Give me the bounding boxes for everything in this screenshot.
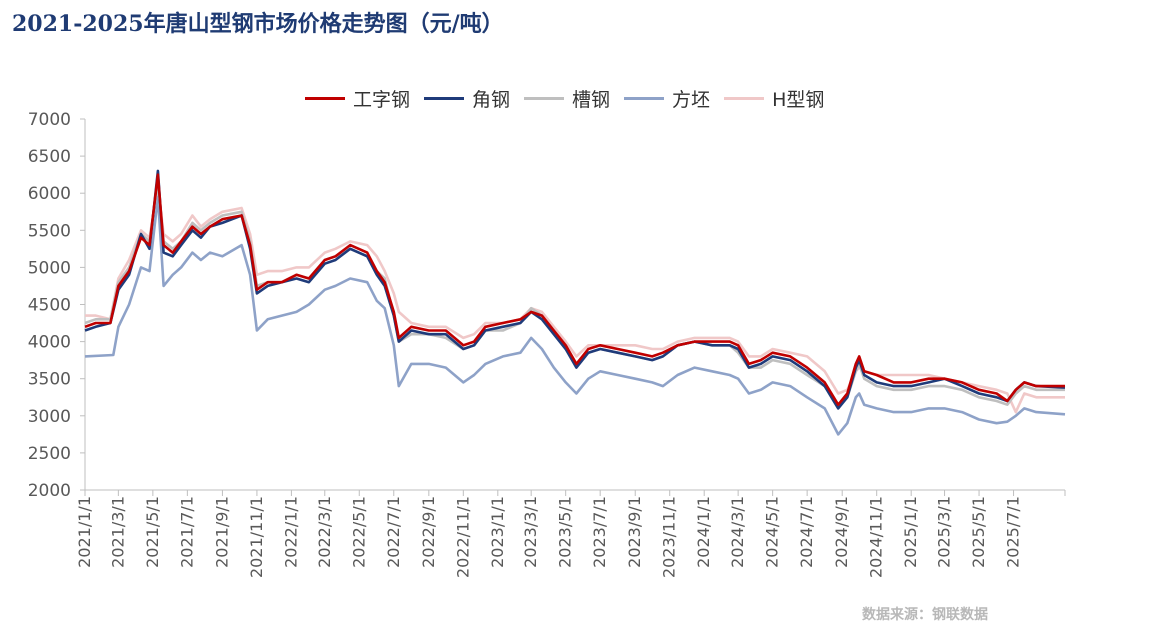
x-tick-label: 2024/9/1 — [832, 496, 851, 568]
x-tick-label: 2025/5/1 — [969, 496, 988, 568]
legend-swatch — [524, 96, 565, 100]
x-tick-label: 2023/5/1 — [556, 496, 575, 568]
y-tick-label: 4500 — [28, 296, 71, 316]
x-tick-label: 2025/7/1 — [1004, 496, 1023, 568]
legend-item-3: 方坯 — [624, 85, 710, 112]
data-source-note: 数据来源：钢联数据 — [862, 607, 988, 623]
x-tick-label: 2022/1/1 — [281, 496, 300, 568]
x-tick-label: 2022/9/1 — [419, 496, 438, 568]
x-tick-label: 2022/5/1 — [349, 496, 368, 568]
x-tick-label: 2022/7/1 — [384, 496, 403, 568]
x-tick-label: 2023/1/1 — [488, 496, 507, 568]
series-line-2 — [84, 180, 1065, 406]
x-tick-label: 2022/3/1 — [315, 496, 334, 568]
y-tick-label: 2000 — [28, 481, 71, 501]
legend-label: 方坯 — [672, 88, 711, 111]
x-tick-label: 2023/3/1 — [521, 496, 540, 568]
legend-swatch — [724, 96, 765, 100]
legend-label: 工字钢 — [353, 88, 411, 111]
series-line-0 — [84, 173, 1065, 406]
y-tick-label: 7000 — [28, 110, 71, 130]
legend-swatch — [305, 96, 345, 100]
x-tick-label: 2023/7/1 — [590, 496, 609, 568]
x-tick-label: 2021/11/1 — [247, 496, 266, 578]
x-tick-label: 2021/7/1 — [177, 496, 196, 568]
x-tick-label: 2024/3/1 — [728, 496, 747, 568]
y-tick-label: 3500 — [28, 370, 71, 390]
legend-label: 槽钢 — [572, 88, 611, 111]
legend-item-2: 槽钢 — [524, 85, 610, 112]
x-tick-label: 2024/7/1 — [797, 496, 816, 568]
x-tick-label: 2024/5/1 — [763, 496, 782, 568]
x-tick-label: 2021/1/1 — [75, 496, 94, 568]
y-tick-label: 5500 — [28, 221, 71, 241]
x-tick-label: 2025/3/1 — [935, 496, 954, 568]
x-tick-label: 2021/9/1 — [212, 496, 231, 568]
legend-item-1: 角钢 — [424, 85, 510, 112]
legend-item-0: 工字钢 — [305, 85, 410, 112]
x-tick-label: 2025/1/1 — [901, 496, 920, 568]
legend-swatch — [424, 96, 465, 100]
x-tick-label: 2022/11/1 — [453, 496, 472, 578]
x-tick-label: 2021/3/1 — [108, 496, 127, 568]
x-tick-label: 2023/11/1 — [660, 496, 679, 578]
legend-label: 角钢 — [472, 88, 511, 111]
chart-title: 2021-2025年唐山型钢市场价格走势图（元/吨） — [12, 11, 504, 37]
y-tick-label: 4000 — [28, 333, 71, 353]
y-tick-label: 3000 — [28, 407, 71, 427]
series-line-3 — [84, 195, 1066, 436]
x-tick-label: 2024/1/1 — [694, 496, 713, 568]
legend-swatch — [624, 96, 665, 100]
legend-item-4: H型钢 — [724, 85, 824, 112]
y-tick-label: 5000 — [28, 258, 71, 278]
y-tick-label: 6500 — [28, 147, 71, 167]
x-tick-label: 2021/5/1 — [143, 496, 162, 568]
series-line-1 — [84, 169, 1066, 410]
legend-label: H型钢 — [772, 88, 825, 111]
y-tick-label: 6000 — [28, 184, 71, 204]
x-tick-label: 2023/9/1 — [625, 496, 644, 568]
x-tick-label: 2024/11/1 — [867, 496, 886, 578]
y-tick-label: 2500 — [28, 444, 71, 464]
chart-legend: 工字钢 角钢 槽钢 方坯 H型钢 — [305, 84, 838, 112]
